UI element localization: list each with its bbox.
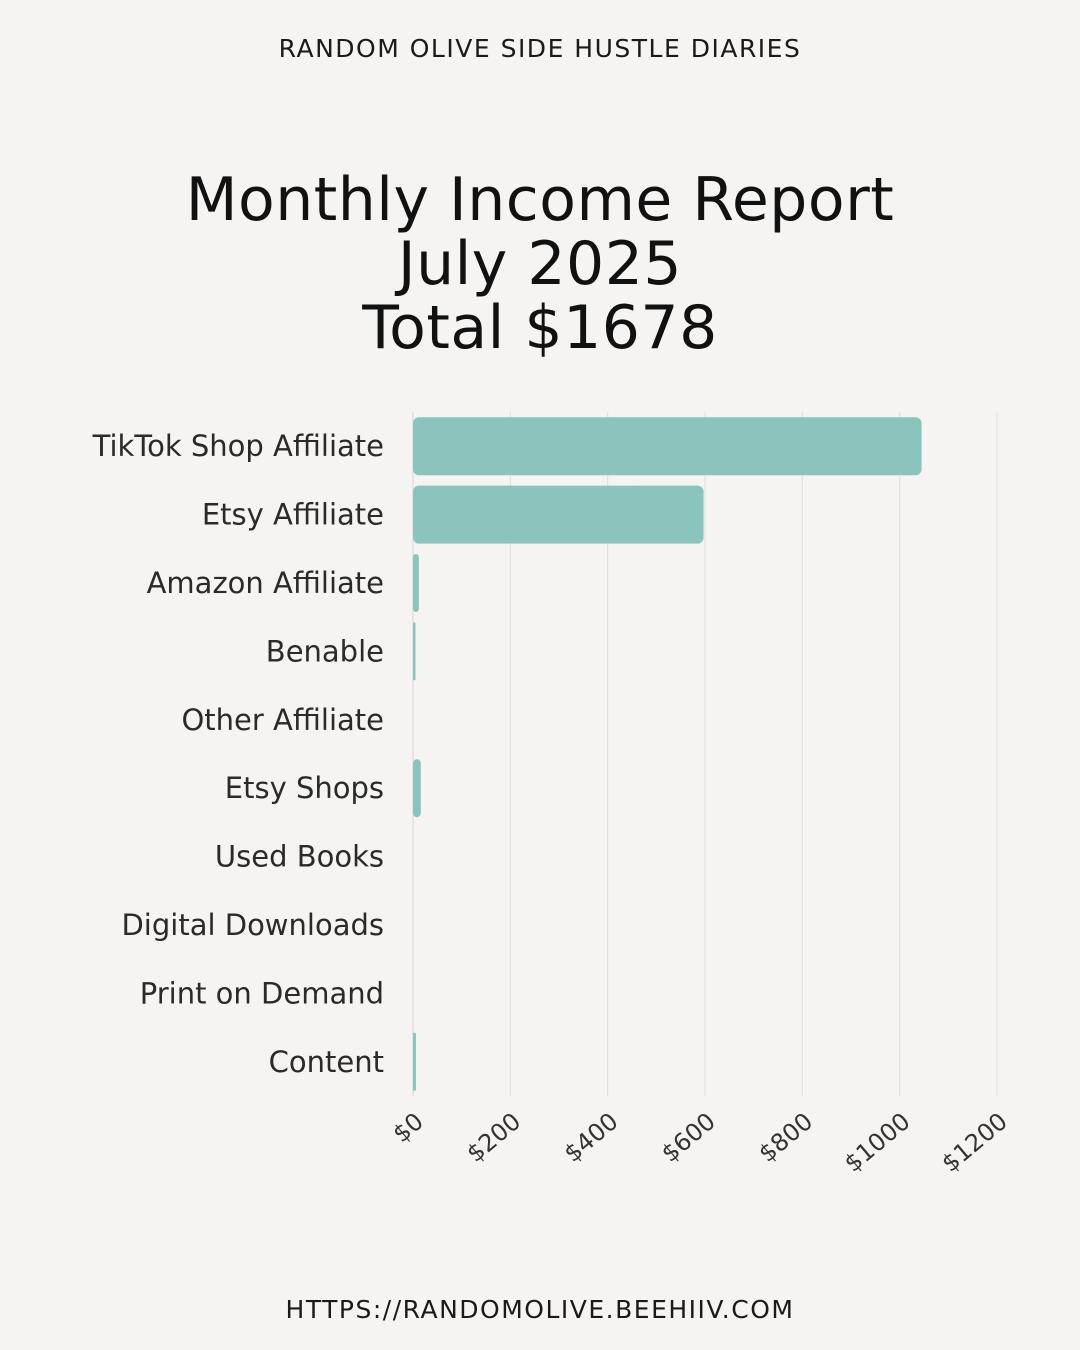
category-label: Amazon Affiliate <box>147 566 384 600</box>
x-tick-label: $1200 <box>936 1107 1012 1178</box>
bar-layer <box>413 417 922 1091</box>
category-label: TikTok Shop Affiliate <box>92 429 384 463</box>
x-tick-label: $600 <box>656 1107 721 1168</box>
x-tick-label: $200 <box>461 1107 526 1168</box>
title-line-1: Monthly Income Report <box>185 165 895 235</box>
category-label: Content <box>269 1045 384 1079</box>
category-label: Other Affiliate <box>181 703 384 737</box>
bar <box>413 417 922 476</box>
category-label: Etsy Shops <box>225 771 384 805</box>
tick-label-layer: $0 $200 $400 $600 $800 $1000 $1200 <box>387 1107 1012 1178</box>
bar <box>413 1032 416 1091</box>
category-label: Digital Downloads <box>121 908 384 942</box>
bar <box>413 485 704 544</box>
bar <box>413 759 421 818</box>
category-label: Benable <box>266 634 384 668</box>
x-tick-label: $1000 <box>839 1107 915 1178</box>
title-line-3: Total $1678 <box>362 293 718 363</box>
page-title: Monthly Income Report July 2025 Total $1… <box>0 168 1080 360</box>
bar <box>413 554 419 612</box>
x-tick-label: $0 <box>387 1107 428 1148</box>
bar <box>413 622 416 681</box>
title-line-2: July 2025 <box>397 229 683 299</box>
category-label: Used Books <box>215 840 384 874</box>
report-header: RANDOM OLIVE SIDE HUSTLE DIARIES <box>278 34 802 63</box>
footer-url: HTTPS://RANDOMOLIVE.BEEHIIV.COM <box>285 1295 795 1324</box>
x-tick-label: $400 <box>559 1107 624 1168</box>
x-tick-label: $800 <box>753 1107 818 1168</box>
category-label-layer: TikTok Shop Affiliate Etsy Affiliate Amazo… <box>92 429 384 1079</box>
category-label: Etsy Affiliate <box>202 498 384 532</box>
category-label: Print on Demand <box>140 976 384 1010</box>
